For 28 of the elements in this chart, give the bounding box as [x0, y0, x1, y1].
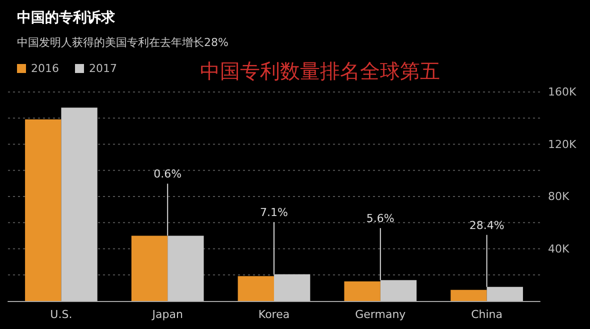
annotation: 5.6% — [366, 212, 394, 226]
bar — [61, 108, 98, 301]
bar — [168, 236, 204, 301]
legend-label: 2017 — [88, 62, 117, 75]
bar — [274, 274, 310, 301]
annotation: 0.6% — [154, 168, 182, 181]
bar — [25, 119, 62, 301]
legend-label: 2016 — [31, 62, 59, 75]
bar — [131, 236, 168, 301]
x-tick-label: Germany — [355, 308, 406, 321]
text: 中国专利数量排名全球第五 — [200, 59, 440, 83]
x-tick-label: Korea — [258, 308, 290, 321]
bar — [450, 290, 487, 301]
x-tick-label: China — [471, 308, 503, 321]
annotation: 28.4% — [469, 218, 504, 232]
bar — [344, 281, 380, 301]
y-tick-label: 80K — [548, 190, 570, 203]
bar — [238, 276, 274, 301]
bar — [486, 286, 523, 301]
x-tick-label: U.S. — [50, 308, 72, 321]
y-tick-label: 40K — [548, 242, 570, 256]
annotation: 7.1% — [260, 206, 288, 220]
y-tick-label: 120K — [548, 138, 577, 151]
bar — [380, 280, 417, 301]
x-tick-label: Japan — [151, 308, 183, 321]
chart-title: 中国的专利诉求 — [17, 9, 116, 26]
chart-subtitle: 中国发明人获得的美国专利在去年增长28% — [17, 36, 228, 49]
y-tick-label: 160K — [548, 86, 577, 98]
